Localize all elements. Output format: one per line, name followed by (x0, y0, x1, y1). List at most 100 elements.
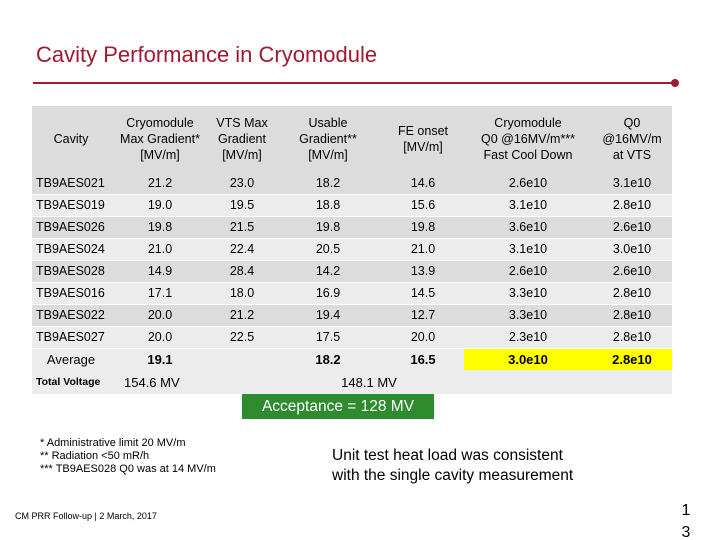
table-row: TB9AES026 19.8 21.5 19.8 19.8 3.6e10 2.6… (32, 216, 672, 239)
table-row: TB9AES024 21.0 22.4 20.5 21.0 3.1e10 3.0… (32, 238, 672, 261)
average-label: Average (32, 348, 110, 370)
usable-gradient: 19.8 (274, 216, 382, 239)
cm-max-gradient: 19.0 (110, 194, 210, 217)
slide-footer: CM PRR Follow-up | 2 March, 2017 (15, 511, 157, 521)
vts-max-gradient: 23.0 (210, 172, 274, 195)
header-vts-q0: Q0 @16MV/m at VTS (592, 106, 672, 172)
empty-cell (464, 370, 592, 394)
cavity-name: TB9AES024 (32, 238, 110, 261)
average-vts-max-gradient (210, 348, 274, 370)
unit-test-line: with the single cavity measurement (332, 467, 574, 484)
header-fe-onset: FE onset [MV/m] (382, 106, 464, 172)
header-cm-q0: Cryomodule Q0 @16MV/m*** Fast Cool Down (464, 106, 592, 172)
fe-onset: 15.6 (382, 194, 464, 217)
acceptance-badge: Acceptance = 128 MV (242, 394, 434, 419)
cm-q0: 3.1e10 (464, 238, 592, 261)
vts-q0: 3.0e10 (592, 238, 672, 261)
vts-max-gradient: 28.4 (210, 260, 274, 283)
table-row: TB9AES019 19.0 19.5 18.8 15.6 3.1e10 2.8… (32, 194, 672, 217)
vts-q0: 2.6e10 (592, 216, 672, 239)
header-cm-max-gradient: Cryomodule Max Gradient* [MV/m] (110, 106, 210, 172)
cm-max-gradient: 21.2 (110, 172, 210, 195)
page-number: 1 3 (681, 502, 691, 540)
footnotes: * Administrative limit 20 MV/m ** Radiat… (40, 437, 216, 476)
cavity-name: TB9AES026 (32, 216, 110, 239)
total-voltage-label: Total Voltage (32, 370, 110, 394)
fe-onset: 13.9 (382, 260, 464, 283)
average-fe-onset: 16.5 (382, 348, 464, 370)
vts-q0: 2.8e10 (592, 304, 672, 327)
vts-max-gradient: 22.5 (210, 326, 274, 349)
cm-max-gradient: 19.8 (110, 216, 210, 239)
cavity-name: TB9AES019 (32, 194, 110, 217)
total-voltage-cryomodule: 154.6 MV (110, 370, 274, 394)
vts-q0: 2.8e10 (592, 194, 672, 217)
cm-q0: 2.3e10 (464, 326, 592, 349)
cm-q0: 3.3e10 (464, 304, 592, 327)
empty-cell (592, 370, 672, 394)
cm-q0: 3.3e10 (464, 282, 592, 305)
footnote: *** TB9AES028 Q0 was at 14 MV/m (40, 463, 216, 475)
unit-test-note: Unit test heat load was consistent with … (332, 446, 573, 486)
table-row: TB9AES022 20.0 21.2 19.4 12.7 3.3e10 2.8… (32, 304, 672, 327)
header-row: Cavity Cryomodule Max Gradient* [MV/m] VTS… (32, 106, 672, 172)
cm-max-gradient: 17.1 (110, 282, 210, 305)
header-vts-max-gradient: VTS Max Gradient [MV/m] (210, 106, 274, 172)
cavity-name: TB9AES028 (32, 260, 110, 283)
cm-max-gradient: 14.9 (110, 260, 210, 283)
cavity-name: TB9AES022 (32, 304, 110, 327)
usable-gradient: 16.9 (274, 282, 382, 305)
footnote: * Administrative limit 20 MV/m (40, 437, 186, 449)
cm-max-gradient: 20.0 (110, 326, 210, 349)
vts-q0: 2.8e10 (592, 282, 672, 305)
fe-onset: 14.6 (382, 172, 464, 195)
cm-q0: 2.6e10 (464, 172, 592, 195)
divider-dot (671, 79, 679, 87)
vts-max-gradient: 19.5 (210, 194, 274, 217)
average-cm-q0: 3.0e10 (464, 348, 592, 370)
average-cm-max-gradient: 19.1 (110, 348, 210, 370)
average-vts-q0: 2.8e10 (592, 348, 672, 370)
cm-max-gradient: 21.0 (110, 238, 210, 261)
table-row: TB9AES016 17.1 18.0 16.9 14.5 3.3e10 2.8… (32, 282, 672, 305)
vts-q0: 3.1e10 (592, 172, 672, 195)
average-row: Average 19.1 18.2 16.5 3.0e10 2.8e10 (32, 348, 672, 370)
vts-max-gradient: 21.2 (210, 304, 274, 327)
table-row: TB9AES021 21.2 23.0 18.2 14.6 2.6e10 3.1… (32, 172, 672, 195)
footnote: ** Radiation <50 mR/h (40, 450, 150, 462)
total-voltage-usable: 148.1 MV (274, 370, 464, 394)
fe-onset: 12.7 (382, 304, 464, 327)
header-usable-gradient: Usable Gradient** [MV/m] (274, 106, 382, 172)
cm-q0: 3.1e10 (464, 194, 592, 217)
fe-onset: 14.5 (382, 282, 464, 305)
cavity-performance-table: Cavity Cryomodule Max Gradient* [MV/m] VTS… (32, 106, 672, 394)
usable-gradient: 14.2 (274, 260, 382, 283)
cavity-name: TB9AES021 (32, 172, 110, 195)
title-divider (33, 82, 675, 84)
unit-test-line: Unit test heat load was consistent (332, 447, 563, 464)
vts-q0: 2.6e10 (592, 260, 672, 283)
vts-q0: 2.8e10 (592, 326, 672, 349)
vts-max-gradient: 18.0 (210, 282, 274, 305)
cavity-name: TB9AES027 (32, 326, 110, 349)
usable-gradient: 18.8 (274, 194, 382, 217)
usable-gradient: 18.2 (274, 172, 382, 195)
slide-title: Cavity Performance in Cryomodule (36, 42, 378, 67)
cavity-name: TB9AES016 (32, 282, 110, 305)
vts-max-gradient: 22.4 (210, 238, 274, 261)
table-row: TB9AES028 14.9 28.4 14.2 13.9 2.6e10 2.6… (32, 260, 672, 283)
vts-max-gradient: 21.5 (210, 216, 274, 239)
header-cavity: Cavity (32, 106, 110, 172)
fe-onset: 19.8 (382, 216, 464, 239)
total-voltage-row: Total Voltage 154.6 MV 148.1 MV (32, 370, 672, 394)
usable-gradient: 19.4 (274, 304, 382, 327)
fe-onset: 20.0 (382, 326, 464, 349)
usable-gradient: 20.5 (274, 238, 382, 261)
table-row: TB9AES027 20.0 22.5 17.5 20.0 2.3e10 2.8… (32, 326, 672, 349)
cm-max-gradient: 20.0 (110, 304, 210, 327)
cm-q0: 3.6e10 (464, 216, 592, 239)
usable-gradient: 17.5 (274, 326, 382, 349)
fe-onset: 21.0 (382, 238, 464, 261)
cm-q0: 2.6e10 (464, 260, 592, 283)
average-usable-gradient: 18.2 (274, 348, 382, 370)
